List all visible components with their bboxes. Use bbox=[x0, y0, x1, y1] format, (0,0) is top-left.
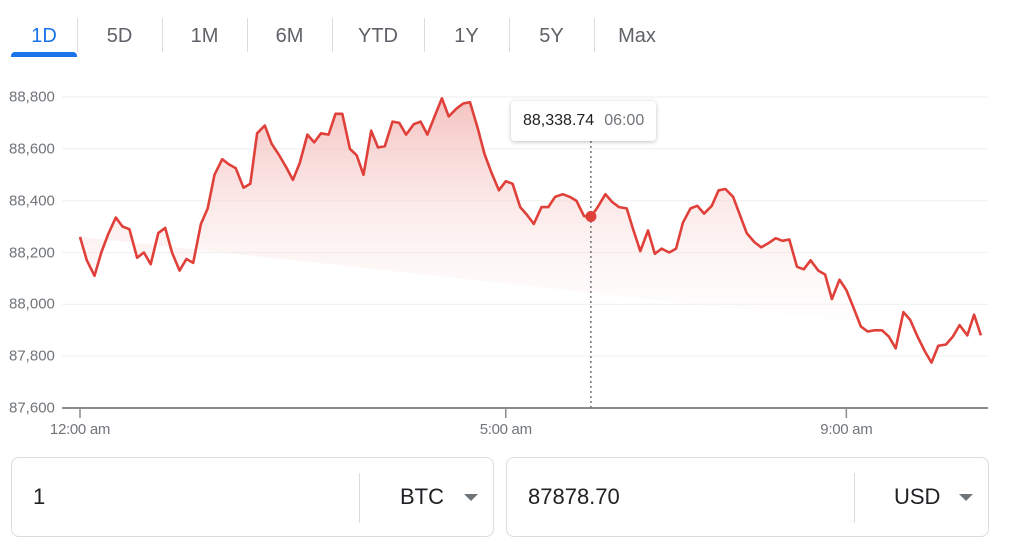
tooltip-time: 06:00 bbox=[604, 112, 645, 129]
from-currency-select[interactable]: BTC bbox=[400, 484, 444, 509]
tab-1m[interactable]: 1M bbox=[162, 0, 247, 60]
tab-label: 1M bbox=[190, 24, 219, 47]
tab-label: 1D bbox=[31, 24, 57, 47]
y-tick-label: 88,600 bbox=[9, 140, 55, 158]
tab-divider bbox=[332, 18, 333, 52]
tab-5d[interactable]: 5D bbox=[77, 0, 162, 60]
x-tick-label: 9:00 am bbox=[820, 421, 873, 438]
to-currency-select[interactable]: USD bbox=[894, 484, 941, 509]
tab-label: 5Y bbox=[539, 24, 564, 47]
y-tick-label: 87,600 bbox=[9, 399, 55, 417]
price-line bbox=[78, 97, 983, 364]
tab-5y[interactable]: 5Y bbox=[509, 0, 594, 60]
x-tick-label: 5:00 am bbox=[479, 421, 532, 438]
tab-max[interactable]: Max bbox=[594, 0, 680, 60]
tab-label: 1Y bbox=[454, 24, 479, 47]
tab-label: YTD bbox=[358, 24, 398, 47]
tooltip-price: 88,338.74 bbox=[523, 112, 595, 129]
tab-divider bbox=[247, 18, 248, 52]
tab-1d[interactable]: 1D bbox=[0, 0, 77, 60]
y-tick-label: 88,400 bbox=[9, 192, 55, 210]
tab-label: 5D bbox=[106, 24, 133, 47]
from-amount-input[interactable]: 1 bbox=[33, 484, 46, 509]
y-tick-label: 87,800 bbox=[9, 347, 55, 365]
price-area bbox=[80, 98, 981, 363]
price-chart[interactable] bbox=[0, 60, 1035, 450]
tab-ytd[interactable]: YTD bbox=[332, 0, 424, 60]
highlight-point[interactable] bbox=[585, 211, 597, 223]
price-tooltip: 88,338.74 06:00 bbox=[511, 101, 657, 141]
from-currency-box: 1 BTC bbox=[11, 457, 494, 537]
tab-1y[interactable]: 1Y bbox=[424, 0, 509, 60]
x-tick-label: 12:00 am bbox=[49, 421, 111, 438]
divider bbox=[854, 473, 855, 523]
price-chart-svg bbox=[62, 96, 988, 418]
tab-divider bbox=[424, 18, 425, 52]
tab-divider bbox=[77, 18, 78, 52]
tab-6m[interactable]: 6M bbox=[247, 0, 332, 60]
to-amount-input[interactable]: 87878.70 bbox=[528, 484, 620, 509]
y-tick-label: 88,200 bbox=[9, 244, 55, 261]
tab-label: 6M bbox=[275, 24, 304, 47]
chevron-down-icon[interactable] bbox=[464, 494, 478, 501]
tab-divider bbox=[594, 18, 595, 52]
divider bbox=[359, 473, 360, 523]
y-tick-label: 88,000 bbox=[9, 295, 55, 313]
tab-divider bbox=[162, 18, 163, 52]
y-tick-label: 88,800 bbox=[9, 88, 55, 106]
tab-divider bbox=[509, 18, 510, 52]
to-currency-box: 87878.70 USD bbox=[506, 457, 989, 537]
tab-label: Max bbox=[618, 24, 656, 47]
chevron-down-icon[interactable] bbox=[959, 494, 973, 501]
